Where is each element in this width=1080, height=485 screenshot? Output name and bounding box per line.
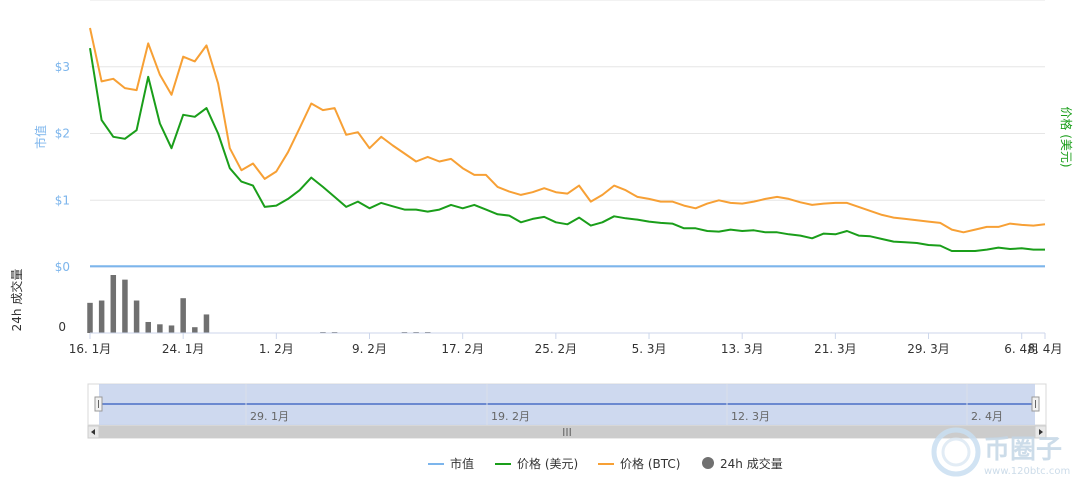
navigator-tick-label: 2. 4月 — [971, 410, 1003, 423]
volume-bar — [192, 327, 198, 333]
scrollbar-left-arrow-icon — [91, 429, 95, 435]
watermark-logo: 币圈子 www.120btc.com — [931, 427, 1070, 477]
volume-bar — [180, 298, 186, 333]
x-tick-label: 21. 3月 — [814, 342, 857, 356]
x-tick-label: 8. 4月 — [1028, 342, 1063, 356]
legend-item-price-btc[interactable]: 价格 (BTC) — [598, 456, 680, 471]
y-tick-label: $0 — [55, 260, 70, 274]
legend-label-price-usd: 价格 (美元) — [517, 456, 578, 471]
scrollbar-grip: III — [562, 426, 572, 439]
navigator-tick-label: 29. 1月 — [250, 410, 289, 423]
legend-label-price-btc: 价格 (BTC) — [620, 456, 680, 471]
volume-bar — [122, 279, 128, 333]
volume-bar — [87, 302, 93, 333]
y-tick-label: $3 — [55, 60, 70, 74]
x-tick-label: 24. 1月 — [162, 342, 205, 356]
volume-bar — [168, 325, 175, 333]
volume-bars — [87, 275, 431, 333]
volume-tick-label: 0 — [58, 320, 66, 334]
legend-item-price-usd[interactable]: 价格 (美元) — [495, 456, 578, 471]
volume-bar — [133, 300, 140, 333]
y-axis-title-price: 价格 (美元) — [1059, 106, 1074, 167]
x-tick-label: 6. 4月 — [1004, 342, 1039, 356]
navigator-ticks: 29. 1月 19. 2月 12. 3月 2. 4月 — [245, 384, 1003, 425]
legend: 市值 价格 (美元) 价格 (BTC) 24h 成交量 — [428, 456, 783, 471]
navigator[interactable]: 29. 1月 19. 2月 12. 3月 2. 4月 — [87, 383, 1047, 426]
volume-bar — [98, 300, 105, 333]
watermark-brand: 币圈子 — [984, 435, 1062, 465]
y-tick-label: $1 — [55, 193, 70, 207]
x-tick-label: 29. 3月 — [907, 342, 950, 356]
watermark-ring-icon — [931, 427, 981, 477]
series-line-price-usd — [89, 47, 1045, 252]
volume-bar — [157, 324, 163, 333]
x-tick-label: 17. 2月 — [441, 342, 484, 356]
legend-item-volume[interactable]: 24h 成交量 — [702, 456, 783, 471]
watermark-url: www.120btc.com — [984, 466, 1070, 477]
volume-bar — [110, 275, 117, 333]
y-axis-title-volume: 24h 成交量 — [9, 269, 24, 332]
scrollbar[interactable]: III — [87, 425, 1047, 439]
volume-bar — [145, 321, 151, 333]
volume-bar — [203, 314, 210, 333]
legend-label-volume: 24h 成交量 — [720, 456, 783, 471]
legend-label-market-cap: 市值 — [450, 456, 474, 471]
navigator-tick-label: 19. 2月 — [491, 410, 530, 423]
watermark-ring-inner-icon — [941, 437, 971, 467]
x-tick-label: 16. 1月 — [69, 342, 112, 356]
y-axis-title-market-cap: 市值 — [33, 125, 48, 149]
x-tick-label: 5. 3月 — [632, 342, 667, 356]
navigator-tick-label: 12. 3月 — [731, 410, 770, 423]
y-tick-label: $2 — [55, 127, 70, 141]
x-tick-label: 13. 3月 — [721, 342, 764, 356]
scrollbar-thumb[interactable] — [99, 426, 1035, 438]
axes: $0 $1 $2 $3 016. 1月 24. 1月 1. 2月 9. 2月 17. 2月 25.… — [55, 60, 1063, 356]
series-lines — [89, 27, 1046, 268]
x-tick-label: 1. 2月 — [259, 342, 294, 356]
legend-item-market-cap[interactable]: 市值 — [428, 456, 474, 471]
x-tick-label: 25. 2月 — [535, 342, 578, 356]
scrollbar-right-arrow-icon — [1039, 429, 1043, 435]
grid-lines — [90, 0, 1045, 268]
legend-circle-icon — [702, 457, 714, 469]
x-tick-label: 9. 2月 — [352, 342, 387, 356]
series-line-price-btc — [89, 27, 1046, 234]
